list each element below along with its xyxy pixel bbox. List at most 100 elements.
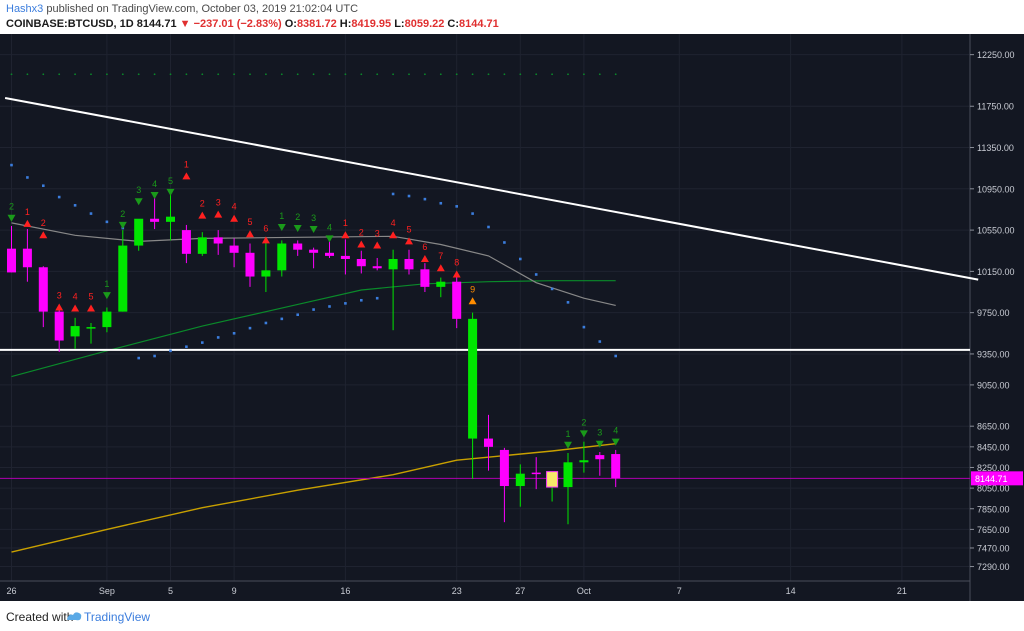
sar-dot [280,317,284,321]
candle-body-down [245,252,255,277]
td-signal-label: 2 [120,209,125,219]
sar-dot [153,354,156,358]
y-tick-label: 10150.00 [977,267,1015,277]
top-indicator-dot [567,73,569,76]
low-value: 8059.22 [404,18,445,30]
sar-dot [487,225,490,229]
sar-dot [57,195,61,199]
td-signal-arrow [293,225,302,233]
td-signal-arrow [261,236,270,244]
sar-dot [423,197,427,201]
sar-dot [375,296,379,300]
top-indicator-dot [439,73,442,76]
candle-body-up [579,460,589,463]
sar-dot [550,287,554,291]
top-indicator-dot [519,73,522,76]
top-indicator-dot [121,73,124,76]
price-axis-background [970,34,1024,601]
top-indicator-dot [217,73,220,76]
sar-dot [534,273,538,276]
sar-dot [10,163,13,167]
candle-body-down [372,266,382,269]
candle-body-up [70,326,80,337]
td-signal-arrow [7,214,16,222]
candle-body-down [309,249,319,253]
author-link[interactable]: Hashx3 [6,3,44,15]
top-indicator-dot [169,73,172,76]
sar-dot [26,176,29,179]
y-tick-label: 7850.00 [977,504,1010,514]
top-indicator-dot [26,73,29,76]
top-indicator-dot [106,73,108,76]
candle-body-up [197,237,207,254]
trendline [4,97,979,281]
td-signal-arrow [39,231,48,239]
candle-body-up [261,270,271,277]
top-indicator-dot [487,73,490,76]
x-tick-label: Oct [577,586,592,596]
sar-dot [296,313,299,317]
td-signal-label: 1 [25,207,30,217]
tradingview-brand[interactable]: TradingView [84,610,151,624]
candle-body-down [611,454,621,479]
sar-dot [232,332,236,335]
sar-dot [328,305,331,308]
top-indicator-dot [503,73,506,76]
current-price-label: 8144.71 [975,474,1008,484]
top-indicator-dot [424,73,426,76]
td-signal-label: 1 [279,211,284,221]
candle-body-up [468,318,478,439]
x-tick-label: 14 [786,586,796,596]
open-value: 8381.72 [296,18,337,30]
top-indicator-dot [10,73,13,76]
candle-body-down [340,255,350,259]
td-signal-arrow [611,438,620,446]
sar-dot [471,212,474,215]
top-indicator-dot [296,73,299,76]
x-tick-label: 5 [168,586,173,596]
sar-dot [439,201,443,205]
ohlc-legend: COINBASE:BTCUSD, 1D 8144.71 ▼ −237.01 (−… [6,18,499,30]
td-signal-arrow [134,198,143,206]
sar-dot [216,336,220,339]
td-signal-label: 2 [200,199,205,209]
td-signal-label: 1 [184,159,189,169]
sar-dot [455,205,458,208]
y-tick-label: 7650.00 [977,525,1010,535]
sar-dot [248,326,252,330]
td-signal-arrow [468,297,477,305]
open-label: O: [284,18,297,30]
chart-area[interactable]: 12250.00 11750.00 11350.00 10950.00 10550.00… [0,34,1024,601]
td-signal-arrow [436,264,445,272]
top-indicator-dot [344,73,347,76]
td-signal-arrow [230,214,239,222]
top-indicator-dot [360,73,363,76]
top-indicator-dot [249,73,251,76]
candle-body-down [7,248,16,273]
td-signal-arrow [325,235,334,243]
td-signal-arrow [595,440,604,448]
publish-text: published on TradingView.com, October 03… [46,3,359,15]
td-signal-arrow [71,304,80,312]
td-signal-arrow [420,254,429,262]
candle-body-down [22,248,32,268]
y-tick-label: 8650.00 [977,422,1010,432]
td-signal-label: 6 [422,242,427,252]
low-label: L: [394,18,405,30]
sar-dot [137,356,140,360]
candle-body-up [102,311,112,328]
x-tick-label: 23 [452,586,462,596]
td-signal-label: 7 [438,251,443,261]
sar-dot [312,308,315,311]
candle-body-up [388,258,398,270]
candle-body-down [531,472,541,475]
top-indicator-dot [551,73,553,76]
close-value: 8144.71 [459,18,499,30]
td-signal-label: 8 [454,257,459,267]
candle-body-down [484,438,493,447]
ma-mid-line [11,280,616,378]
candle-body-down [293,243,303,250]
td-signal-arrow [214,210,223,218]
candle-body-down [54,311,64,341]
price-chart[interactable]: 12250.00 11750.00 11350.00 10950.00 10550.00… [0,34,1024,601]
